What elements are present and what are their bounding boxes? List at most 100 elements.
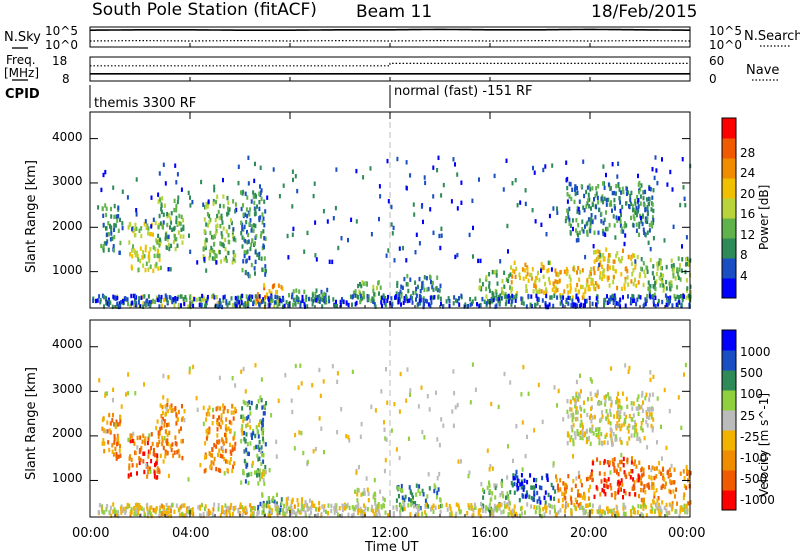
- power-sparse-cell: [145, 219, 147, 223]
- power-cluster-15-cell: [653, 188, 655, 192]
- power-nearrange-cell: [284, 304, 286, 308]
- velocity-sparse-cell: [302, 451, 304, 455]
- power-cluster-13-cell: [601, 265, 603, 269]
- velocity-cluster-4-cell: [258, 434, 260, 438]
- velocity-cluster-14-cell: [669, 479, 671, 483]
- power-cluster-11-cell: [533, 284, 535, 288]
- velocity-cluster-5-cell: [281, 501, 283, 505]
- power-sparse-cell: [653, 236, 655, 240]
- velocity-cluster-11-cell: [519, 498, 521, 502]
- nave-label: Nave: [746, 64, 779, 77]
- velocity-sparse-cell: [428, 472, 430, 476]
- velocity-nearrange-cell: [526, 502, 528, 506]
- velocity-cluster-15-cell: [574, 431, 576, 435]
- power-cluster-1-cell: [152, 269, 154, 273]
- velocity-cluster-15-cell: [583, 401, 585, 405]
- velocity-cluster-8-cell: [357, 488, 359, 492]
- power-cluster-15-cell: [647, 205, 649, 209]
- power-cluster-14-cell: [641, 257, 643, 261]
- velocity-cluster-11-cell: [513, 476, 515, 480]
- velocity-cluster-14-cell: [651, 476, 653, 480]
- velocity-cluster-13-cell: [616, 470, 618, 474]
- power-nearrange-cell: [608, 298, 610, 302]
- power-cluster-4-cell: [262, 212, 264, 216]
- nsearch-label: N.Search: [744, 30, 800, 43]
- power-cluster-2-cell: [181, 215, 183, 219]
- velocity-cluster-15-cell: [652, 392, 654, 396]
- velocity-cluster-12-cell: [571, 488, 573, 492]
- velocity-sparse-cell: [520, 392, 522, 396]
- velocity-cluster-1-cell: [143, 452, 145, 456]
- power-cluster-11-cell: [512, 269, 514, 273]
- velocity-sparse-cell: [660, 425, 662, 429]
- power-cluster-4-cell: [258, 218, 260, 222]
- velocity-nearrange-cell: [616, 506, 618, 510]
- velocity-cluster-15-cell: [613, 432, 615, 436]
- station-title: South Pole Station (fitACF): [92, 2, 317, 19]
- velocity-sparse-cell: [270, 413, 272, 417]
- power-cluster-0-cell: [103, 244, 105, 248]
- velocity-cluster-13-cell: [590, 472, 592, 476]
- velocity-nearrange-cell: [551, 505, 553, 509]
- power-nearrange-cell: [308, 297, 310, 301]
- velocity-cluster-15-cell: [573, 442, 575, 446]
- velocity-sparse-cell: [645, 393, 647, 397]
- velocity-nearrange-cell: [421, 512, 423, 516]
- power-cluster-15-cell: [566, 186, 568, 190]
- power-cluster-1-cell: [156, 240, 158, 244]
- velocity-cluster-10-cell: [506, 491, 508, 495]
- power-cluster-15-cell: [594, 215, 596, 219]
- velocity-nearrange-cell: [493, 509, 495, 513]
- power-nearrange-cell: [411, 296, 413, 300]
- velocity-cluster-15-cell: [570, 413, 572, 417]
- power-nearrange-cell: [171, 300, 173, 304]
- power-nearrange-cell: [580, 303, 582, 307]
- velocity-sparse-cell: [380, 389, 382, 393]
- velocity-nearrange-cell: [99, 503, 101, 507]
- velocity-cluster-15-cell: [590, 419, 592, 423]
- velocity-nearrange-cell: [566, 503, 568, 507]
- velocity-nearrange-cell: [425, 503, 427, 507]
- velocity-cluster-15-cell: [606, 409, 608, 413]
- power-sparse-cell: [469, 233, 471, 237]
- power-cluster-5-cell: [263, 283, 265, 287]
- power-cluster-3-cell: [227, 196, 229, 200]
- power-sparse-cell: [592, 203, 594, 207]
- xtick-0400: 04:00: [172, 527, 209, 540]
- velocity-cluster-13-cell: [611, 493, 613, 497]
- power-sparse-cell: [620, 209, 622, 213]
- velocity-cluster-15-cell: [610, 421, 612, 425]
- power-nearrange-cell: [282, 297, 284, 301]
- power-sparse-cell: [165, 233, 167, 237]
- velocity-cluster-14-cell: [643, 498, 645, 502]
- velocity-nearrange-cell: [512, 509, 514, 513]
- velocity-cluster-1-cell: [140, 458, 142, 462]
- power-nearrange-cell: [397, 300, 399, 304]
- power-nearrange-cell: [360, 294, 362, 298]
- velocity-nearrange-cell: [337, 513, 339, 517]
- power-cluster-0-cell: [104, 203, 106, 207]
- velocity-cluster-3-cell: [203, 406, 205, 410]
- velocity-cluster-15-cell: [610, 427, 612, 431]
- power-sparse-cell: [122, 190, 124, 194]
- velocity-nearrange-cell: [112, 502, 114, 506]
- power-sparse-cell: [387, 159, 389, 163]
- velocity-nearrange-cell: [549, 510, 551, 514]
- velocity-sparse-cell: [596, 394, 598, 398]
- velocity-cluster-13-cell: [592, 461, 594, 465]
- velocity-sparse-cell: [399, 456, 401, 460]
- velocity-nearrange-cell: [191, 511, 193, 515]
- xaxis-label: Time UT: [365, 541, 418, 554]
- velocity-cluster-1-cell: [147, 470, 149, 474]
- velocity-cluster-15-cell: [598, 441, 600, 445]
- velocity-sparse-cell: [640, 426, 642, 430]
- velocity-cluster-15-cell: [612, 442, 614, 446]
- power-cluster-2-cell: [175, 204, 177, 208]
- velocity-cluster-11-cell: [511, 481, 513, 485]
- power-sparse-cell: [416, 233, 418, 237]
- power-cluster-4-cell: [252, 190, 254, 194]
- power-sparse-cell: [413, 202, 415, 206]
- velocity-nearrange-cell: [313, 504, 315, 508]
- velocity-cluster-10-cell: [489, 489, 491, 493]
- power-nearrange-cell: [486, 301, 488, 305]
